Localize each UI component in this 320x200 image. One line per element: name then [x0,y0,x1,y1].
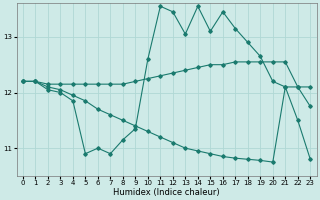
X-axis label: Humidex (Indice chaleur): Humidex (Indice chaleur) [113,188,220,197]
